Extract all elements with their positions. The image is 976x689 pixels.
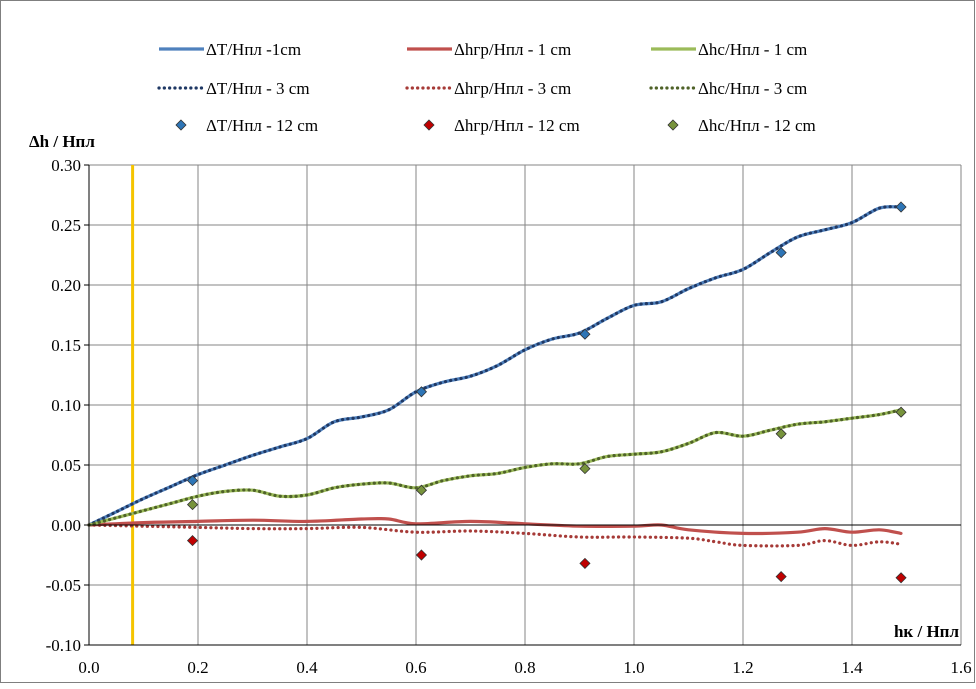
legend-entry-8-swatch (423, 119, 435, 131)
y-tick-label: 0.15 (51, 336, 81, 355)
axis-layer: 0.0 0.2 0.4 0.6 0.8 1.0 1.2 1.4 1.6 -0.10 -0.05 0.0… (46, 156, 972, 677)
legend-entry-7-label: ΔT/Hпл - 12 cm (206, 116, 318, 135)
series-8-point (895, 572, 907, 584)
y-tick-label: 0.30 (51, 156, 81, 175)
series-9-point (579, 463, 591, 475)
y-tick-label: 0.05 (51, 456, 81, 475)
y-tick-label: -0.05 (46, 576, 81, 595)
series-8-point (775, 571, 787, 583)
y-axis-title: Δh / Hпл (29, 132, 95, 151)
y-tick-label: 0.20 (51, 276, 81, 295)
legend-entry-5-label: Δhгр/Hпл - 3 cm (454, 79, 571, 98)
legend-entry-9-label: Δhc/Hпл - 12 cm (698, 116, 816, 135)
series-9-point (895, 406, 907, 418)
legend-entry-4-label: ΔT/Hпл - 3 cm (206, 79, 310, 98)
series-3-line (87, 408, 903, 527)
y-tick-label: 0.10 (51, 396, 81, 415)
x-tick-label: 0.0 (78, 658, 99, 677)
legend: ΔT/Hпл -1cm Δhгр/Hпл - 1 cm Δhc/Hпл - 1 cm… (157, 40, 816, 135)
series-7-point (186, 475, 199, 487)
x-tick-label: 0.6 (405, 658, 426, 677)
series-7-point (415, 386, 428, 398)
series-8-point (579, 557, 591, 569)
x-axis-title: hк / Hпл (894, 622, 959, 641)
series-8-point (186, 535, 199, 547)
series-8-point (415, 549, 428, 561)
x-tick-label: 0.2 (187, 658, 208, 677)
series-9-point (775, 428, 787, 440)
legend-entry-9-swatch (667, 119, 679, 131)
x-tick-label: 0.8 (514, 658, 535, 677)
legend-entry-1-label: ΔT/Hпл -1cm (206, 40, 301, 59)
series-4-line (87, 205, 903, 527)
series-7-point (579, 328, 591, 340)
y-tick-label: 0.25 (51, 216, 81, 235)
series-9-point (186, 499, 199, 511)
legend-entry-8-label: Δhгр/Hпл - 12 cm (454, 116, 580, 135)
x-tick-label: 1.6 (950, 658, 971, 677)
legend-entry-2-label: Δhгр/Hпл - 1 cm (454, 40, 571, 59)
y-tick-label: -0.10 (46, 636, 81, 655)
x-tick-label: 1.2 (732, 658, 753, 677)
series-9-point (415, 484, 428, 496)
legend-entry-7-swatch (175, 119, 187, 131)
series-5-line (87, 523, 903, 548)
x-tick-label: 1.0 (623, 658, 644, 677)
series-7-point (775, 247, 787, 259)
legend-entry-3-label: Δhc/Hпл - 1 cm (698, 40, 807, 59)
y-tick-label: 0.00 (51, 516, 81, 535)
x-tick-label: 1.4 (841, 658, 863, 677)
series-7-point (895, 201, 907, 213)
x-tick-label: 0.4 (296, 658, 318, 677)
legend-entry-6-label: Δhc/Hпл - 3 cm (698, 79, 807, 98)
